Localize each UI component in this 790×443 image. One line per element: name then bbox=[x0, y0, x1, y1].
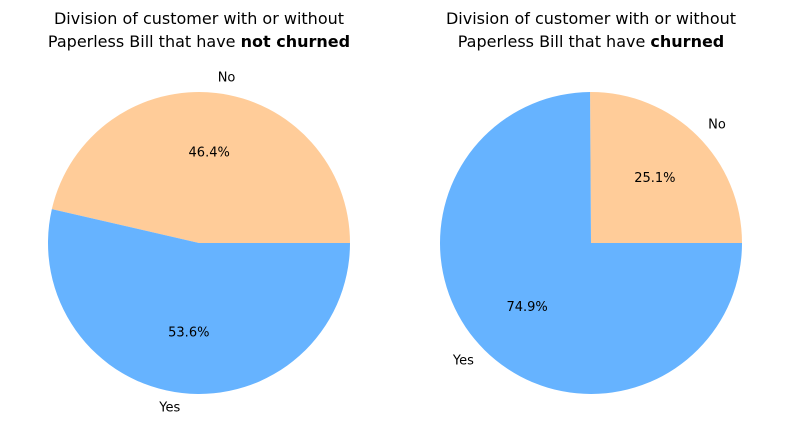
slice-percent-label-no: 46.4% bbox=[189, 146, 230, 161]
pie-chart-not-churned: Division of customer with or without Pap… bbox=[48, 9, 350, 416]
pie-slices bbox=[439, 91, 742, 394]
chart-title-line2: Paperless Bill that have not churned bbox=[48, 32, 350, 51]
pie-labels: No 25.1% Yes 74.9% bbox=[452, 118, 726, 369]
pie-chart-churned: Division of customer with or without Pap… bbox=[439, 9, 742, 394]
slice-label-yes: Yes bbox=[452, 353, 474, 368]
pie-slices bbox=[48, 92, 351, 395]
chart-title-prefix: Paperless Bill that have bbox=[48, 32, 241, 51]
slice-label-no: No bbox=[708, 118, 726, 133]
chart-title-line1: Division of customer with or without bbox=[54, 9, 344, 28]
slice-percent-label-yes: 53.6% bbox=[168, 326, 209, 341]
pie-slice-no bbox=[51, 92, 350, 243]
chart-title-emphasis: not churned bbox=[241, 32, 350, 51]
pie-slice-yes bbox=[439, 92, 742, 394]
chart-title-emphasis: churned bbox=[650, 32, 724, 51]
pie-slice-no bbox=[590, 91, 742, 243]
pie-slice-yes bbox=[48, 209, 351, 395]
slice-percent-label-yes: 74.9% bbox=[506, 300, 547, 315]
chart-title-line2: Paperless Bill that have churned bbox=[458, 32, 725, 51]
slice-label-yes: Yes bbox=[158, 401, 180, 416]
slice-percent-label-no: 25.1% bbox=[634, 171, 675, 186]
pie-labels: No 46.4% Yes 53.6% bbox=[158, 71, 235, 416]
chart-title-prefix: Paperless Bill that have bbox=[458, 32, 651, 51]
slice-label-no: No bbox=[218, 71, 236, 86]
chart-title-line1: Division of customer with or without bbox=[446, 9, 736, 28]
